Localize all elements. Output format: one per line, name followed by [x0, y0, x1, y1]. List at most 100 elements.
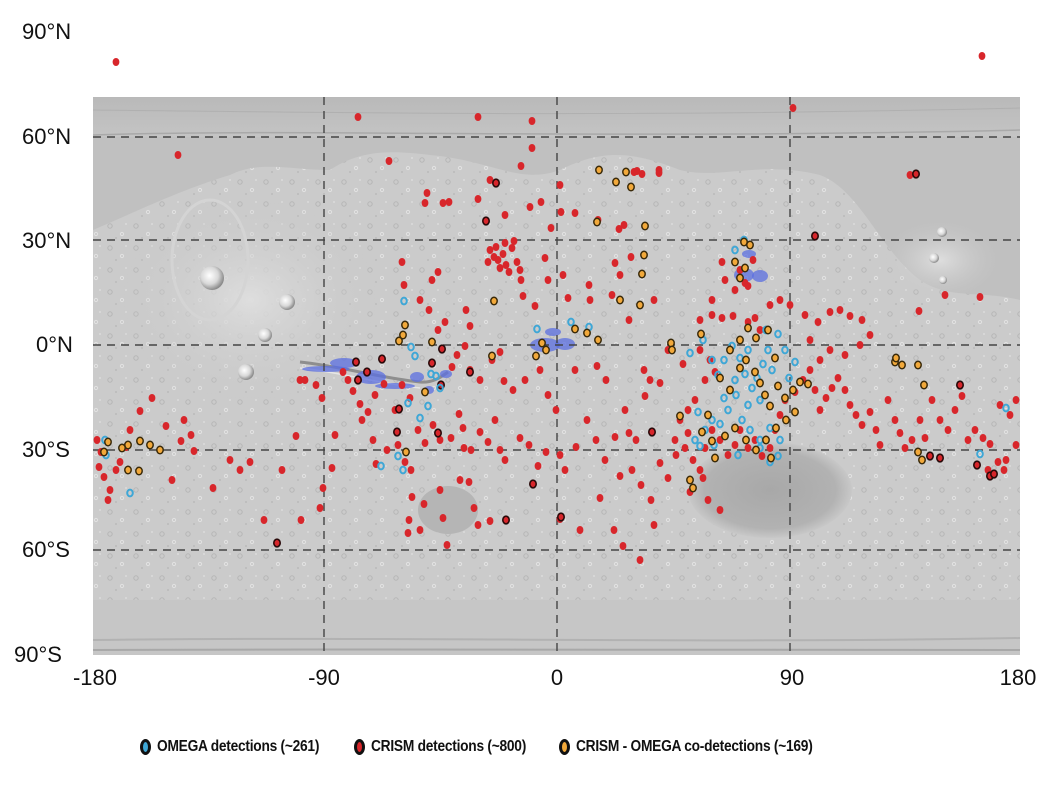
- detection-marker: [774, 329, 782, 339]
- detection-marker: [364, 408, 372, 416]
- detection-marker: [615, 225, 623, 233]
- detection-marker: [399, 330, 407, 340]
- detection-marker: [319, 484, 327, 492]
- detection-marker: [556, 181, 564, 189]
- detection-marker: [866, 408, 874, 416]
- detection-marker: [525, 441, 533, 449]
- detection-marker: [434, 268, 442, 276]
- detection-marker: [756, 395, 764, 405]
- detection-marker: [453, 351, 461, 359]
- detection-marker: [516, 266, 524, 274]
- hydrated-patch: [440, 370, 452, 378]
- detection-marker: [567, 317, 575, 327]
- detection-marker: [941, 291, 949, 299]
- detection-marker: [925, 451, 934, 461]
- detection-marker: [377, 354, 386, 364]
- detection-marker: [533, 324, 541, 334]
- detection-marker: [593, 362, 601, 370]
- detection-marker: [190, 447, 198, 455]
- crism-marker-icon: [353, 739, 365, 755]
- detection-marker: [759, 359, 767, 369]
- detection-marker: [544, 276, 552, 284]
- detection-marker: [891, 416, 899, 424]
- detection-marker: [399, 465, 407, 475]
- detection-marker: [906, 171, 914, 179]
- detection-marker: [394, 451, 402, 461]
- detection-marker: [501, 239, 509, 247]
- detection-marker: [156, 445, 164, 455]
- detection-marker: [731, 423, 739, 433]
- detection-marker: [738, 415, 746, 425]
- legend-item-crism: CRISM detections (~800): [353, 738, 551, 756]
- detection-marker: [627, 253, 635, 261]
- detection-marker: [496, 446, 504, 454]
- hellas-basin: [688, 442, 852, 538]
- detection-marker: [556, 451, 564, 459]
- detection-marker: [571, 324, 579, 334]
- detection-marker: [296, 376, 304, 384]
- detection-marker: [541, 254, 549, 262]
- detection-marker: [297, 516, 305, 524]
- detection-marker: [915, 307, 923, 315]
- detection-marker: [126, 488, 134, 498]
- detection-marker: [505, 268, 513, 276]
- detection-marker: [405, 516, 413, 524]
- detection-marker: [318, 394, 326, 402]
- detection-marker: [786, 301, 794, 309]
- detection-marker: [958, 392, 966, 400]
- detection-marker: [486, 246, 494, 254]
- detection-marker: [456, 476, 464, 484]
- detection-marker: [711, 453, 719, 463]
- detection-marker: [731, 257, 739, 267]
- detection-marker: [416, 296, 424, 304]
- detection-marker: [914, 447, 922, 457]
- detection-marker: [428, 337, 436, 347]
- detection-marker: [976, 293, 984, 301]
- detection-marker: [465, 367, 474, 377]
- detection-marker: [852, 411, 860, 419]
- detection-marker: [439, 199, 447, 207]
- detection-marker: [625, 429, 633, 437]
- detection-marker: [486, 176, 494, 184]
- detection-marker: [474, 195, 482, 203]
- detection-marker: [638, 269, 646, 279]
- detection-marker: [650, 296, 658, 304]
- detection-marker: [339, 368, 347, 376]
- detection-marker: [502, 261, 510, 269]
- detection-marker: [884, 396, 892, 404]
- detection-marker: [467, 446, 475, 454]
- detection-marker: [679, 360, 687, 368]
- detection-marker: [918, 455, 926, 465]
- x-label-0: 0: [550, 665, 564, 690]
- detection-marker: [689, 483, 697, 493]
- detection-marker: [776, 411, 784, 419]
- detection-marker: [641, 392, 649, 400]
- crism-detections: [93, 52, 1020, 564]
- detection-marker: [764, 325, 772, 335]
- detection-marker: [476, 376, 484, 384]
- detection-marker: [112, 58, 120, 66]
- detection-marker: [500, 377, 508, 385]
- detection-marker: [1002, 403, 1010, 413]
- detection-marker: [816, 406, 824, 414]
- detection-marker: [246, 458, 254, 466]
- detection-marker: [561, 466, 569, 474]
- detection-marker: [236, 466, 244, 474]
- detection-marker: [331, 431, 339, 439]
- detection-marker: [971, 426, 979, 434]
- detection-marker: [716, 506, 724, 514]
- detection-marker: [621, 406, 629, 414]
- detection-marker: [146, 440, 154, 450]
- detection-marker: [766, 401, 774, 411]
- detection-marker: [704, 496, 712, 504]
- detection-marker: [411, 351, 419, 361]
- detection-marker: [736, 363, 744, 373]
- detection-marker: [552, 406, 560, 414]
- detection-marker: [481, 216, 490, 226]
- detection-marker: [404, 529, 412, 537]
- detection-marker: [732, 390, 740, 400]
- detection-marker: [93, 436, 101, 444]
- detection-marker: [616, 271, 624, 279]
- detection-marker: [416, 413, 424, 423]
